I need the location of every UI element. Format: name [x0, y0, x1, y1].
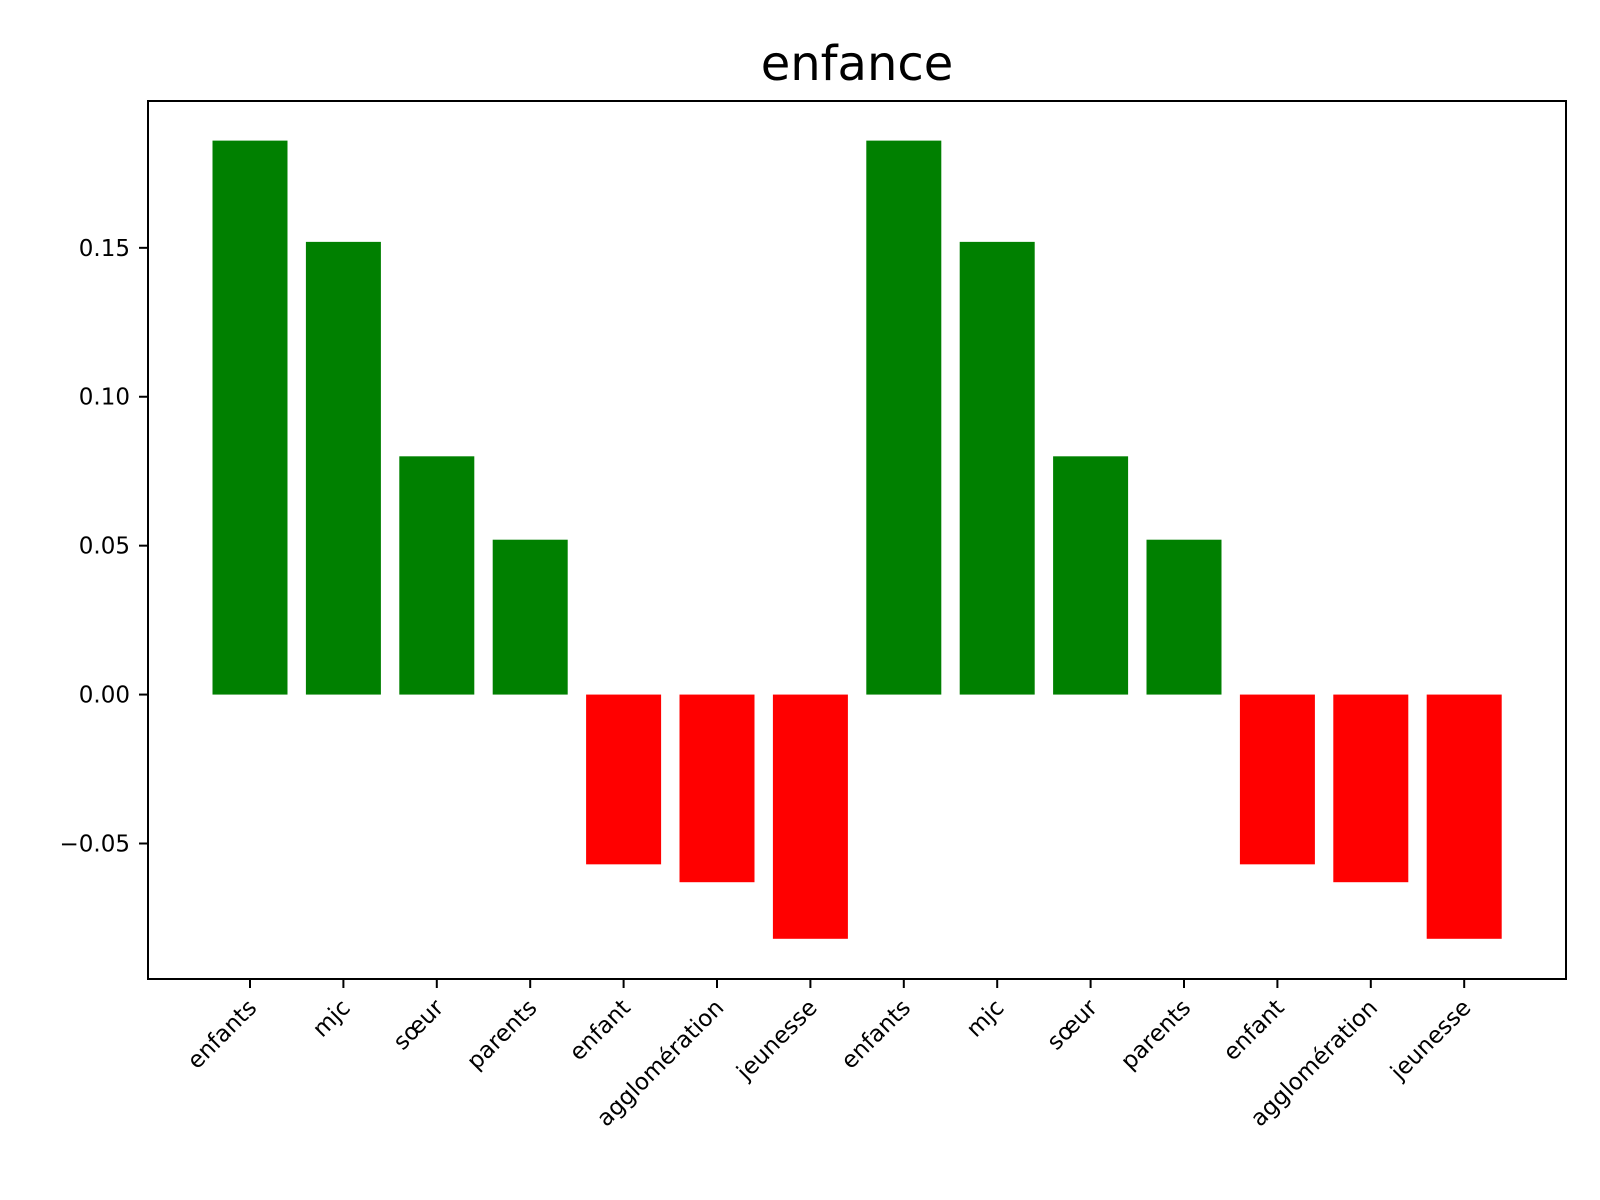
bar-5 [586, 694, 662, 865]
y-tick-label-4: 0.10 [79, 385, 130, 411]
x-tick-label-9: mjc [962, 995, 1010, 1043]
x-tick-label-4: parents [462, 995, 542, 1075]
x-tick-label-10: sœur [1042, 994, 1103, 1055]
bar-13 [1333, 694, 1409, 883]
bars-group [212, 140, 1502, 939]
y-tick-label-3: 0.05 [79, 534, 130, 560]
y-tick-label-5: 0.15 [79, 236, 130, 262]
x-tick-label-2: mjc [308, 995, 356, 1043]
bar-11 [1146, 539, 1222, 695]
chart-title: enfance [761, 36, 954, 92]
bar-3 [399, 456, 475, 695]
bar-2 [305, 241, 381, 695]
x-axis: enfants mjc sœur parents enfantagglomération… [183, 979, 1476, 1132]
bar-12 [1239, 694, 1315, 865]
y-tick-label-1: −0.05 [60, 831, 130, 857]
x-tick-label-7: jeunesse [731, 995, 822, 1086]
bar-1 [212, 140, 288, 695]
x-tick-label-11: parents [1116, 995, 1196, 1075]
x-tick-label-1: enfants [183, 995, 263, 1075]
bar-10 [1053, 456, 1129, 695]
plot-frame [147, 100, 1567, 980]
bar-8 [866, 140, 942, 695]
bar-9 [959, 241, 1035, 695]
x-tick-label-12: enfant [1219, 995, 1290, 1066]
y-tick-label-2: 0.00 [79, 683, 130, 709]
x-tick-label-5: enfant [565, 995, 636, 1066]
bar-4 [492, 539, 568, 695]
x-tick-label-3: sœur [389, 994, 450, 1055]
bar-7 [772, 694, 848, 939]
bar-14 [1426, 694, 1502, 939]
x-tick-label-8: enfants [836, 995, 916, 1075]
bar-6 [679, 694, 755, 883]
x-tick-label-14: jeunesse [1385, 995, 1476, 1086]
y-axis: −0.05 0.00 0.05 0.10 0.15 [60, 236, 148, 857]
